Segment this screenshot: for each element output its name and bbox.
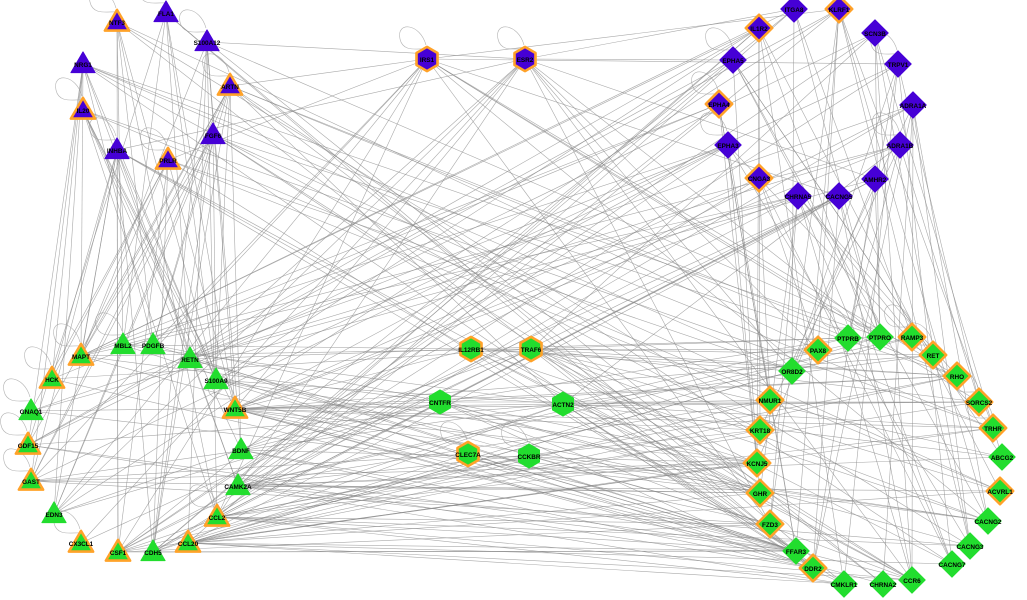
- svg-text:IRS1: IRS1: [420, 57, 435, 64]
- svg-text:PRLR: PRLR: [159, 158, 177, 165]
- svg-text:FLA1: FLA1: [158, 11, 174, 18]
- svg-text:S100A9: S100A9: [204, 378, 228, 385]
- svg-text:CX3CL1: CX3CL1: [69, 541, 94, 548]
- svg-text:HCK: HCK: [45, 377, 59, 384]
- svg-text:EDN3: EDN3: [45, 512, 62, 519]
- svg-text:KLRF1: KLRF1: [829, 7, 850, 14]
- svg-text:RETN: RETN: [181, 357, 199, 364]
- svg-text:GDF15: GDF15: [18, 443, 39, 450]
- svg-text:CNGA3: CNGA3: [748, 176, 771, 183]
- svg-text:ADRA1A: ADRA1A: [900, 103, 927, 110]
- svg-text:FZD3: FZD3: [762, 522, 778, 529]
- svg-text:RHO: RHO: [950, 374, 964, 381]
- svg-text:CCKBR: CCKBR: [517, 454, 540, 461]
- svg-text:NRG1: NRG1: [74, 62, 92, 69]
- svg-text:CACNG7: CACNG7: [939, 562, 966, 569]
- svg-text:GNAQ1: GNAQ1: [20, 409, 43, 416]
- svg-text:GAST: GAST: [22, 479, 40, 486]
- svg-text:ARTN: ARTN: [221, 84, 239, 91]
- svg-text:CLEC7A: CLEC7A: [455, 452, 481, 459]
- svg-text:ABCG2: ABCG2: [991, 455, 1014, 462]
- svg-text:TRAF6: TRAF6: [521, 347, 542, 354]
- svg-text:PDGFB: PDGFB: [142, 343, 165, 350]
- svg-text:EPHA4: EPHA4: [708, 102, 730, 109]
- svg-text:RET: RET: [927, 353, 940, 360]
- svg-text:CACNG5: CACNG5: [826, 194, 853, 201]
- svg-text:SCN3B: SCN3B: [864, 31, 886, 38]
- svg-text:ITGA8: ITGA8: [785, 7, 804, 14]
- svg-text:EPHA5: EPHA5: [722, 58, 744, 65]
- svg-text:KCNJ5: KCNJ5: [747, 461, 768, 468]
- svg-text:IL1R2: IL1R2: [750, 26, 768, 33]
- svg-text:CACNG3: CACNG3: [957, 544, 984, 551]
- svg-text:AMHR2: AMHR2: [864, 177, 887, 184]
- svg-text:MAPT: MAPT: [72, 354, 90, 361]
- svg-text:CSF1: CSF1: [110, 550, 127, 557]
- svg-text:IL12RB1: IL12RB1: [458, 347, 484, 354]
- svg-text:CDH5: CDH5: [144, 550, 162, 557]
- svg-text:FGF6: FGF6: [205, 133, 222, 140]
- svg-text:ACVRL1: ACVRL1: [987, 489, 1013, 496]
- svg-text:KRT18: KRT18: [750, 428, 771, 435]
- svg-text:IL20: IL20: [77, 108, 90, 115]
- svg-text:GHR: GHR: [753, 491, 768, 498]
- svg-text:CCL2: CCL2: [209, 515, 226, 522]
- svg-text:SORCS2: SORCS2: [966, 400, 993, 407]
- svg-text:CCL20: CCL20: [178, 541, 199, 548]
- svg-text:MBL2: MBL2: [114, 343, 132, 350]
- svg-text:ACTN2: ACTN2: [552, 402, 574, 409]
- svg-text:CACNG2: CACNG2: [975, 519, 1002, 526]
- svg-text:EPHA3: EPHA3: [717, 143, 739, 150]
- svg-text:INHBA: INHBA: [107, 148, 128, 155]
- svg-text:TRHR: TRHR: [984, 426, 1002, 433]
- svg-text:ESR2: ESR2: [517, 57, 534, 64]
- svg-text:S100A12: S100A12: [194, 40, 221, 47]
- svg-text:NTF3: NTF3: [109, 20, 125, 27]
- svg-text:TRPV1: TRPV1: [888, 62, 909, 69]
- svg-text:CCR6: CCR6: [903, 578, 921, 585]
- svg-text:PTPRO: PTPRO: [869, 335, 891, 342]
- svg-text:OR8D2: OR8D2: [781, 369, 803, 376]
- svg-text:WNT5B: WNT5B: [224, 407, 247, 414]
- svg-text:FFAR3: FFAR3: [786, 549, 807, 556]
- svg-text:CNTFR: CNTFR: [429, 400, 451, 407]
- svg-text:CMKLR1: CMKLR1: [831, 582, 858, 589]
- svg-text:RAMP3: RAMP3: [901, 335, 924, 342]
- svg-text:PTPRB: PTPRB: [837, 336, 859, 343]
- svg-text:CAMK2A: CAMK2A: [224, 484, 252, 491]
- svg-text:ADRA1B: ADRA1B: [887, 143, 914, 150]
- svg-text:CHRNA2: CHRNA2: [870, 582, 897, 589]
- svg-text:NMUR1: NMUR1: [759, 398, 782, 405]
- svg-text:CHRNA5: CHRNA5: [785, 194, 812, 201]
- svg-text:BDNF: BDNF: [232, 448, 250, 455]
- svg-text:PAX8: PAX8: [810, 348, 827, 355]
- svg-text:DDR2: DDR2: [804, 566, 822, 573]
